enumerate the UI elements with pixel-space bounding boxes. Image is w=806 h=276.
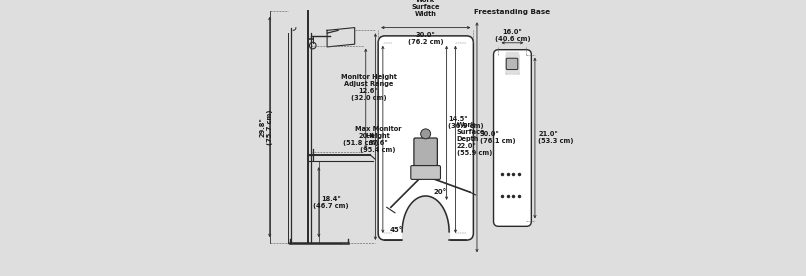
Text: 45°: 45° bbox=[389, 227, 403, 233]
Text: 14.5"
(36.9 cm): 14.5" (36.9 cm) bbox=[448, 116, 484, 129]
Text: 18.4"
(46.7 cm): 18.4" (46.7 cm) bbox=[314, 196, 349, 209]
Text: 30.0"
(76.2 cm): 30.0" (76.2 cm) bbox=[408, 32, 443, 45]
Polygon shape bbox=[505, 52, 518, 73]
Circle shape bbox=[421, 129, 430, 139]
FancyBboxPatch shape bbox=[493, 50, 531, 226]
Text: Max Monitor
Height
37.6"
(95.4 cm): Max Monitor Height 37.6" (95.4 cm) bbox=[355, 126, 401, 153]
Text: 30.0"
(76.1 cm): 30.0" (76.1 cm) bbox=[480, 131, 515, 144]
Text: 21.0"
(53.3 cm): 21.0" (53.3 cm) bbox=[538, 131, 574, 145]
Text: Monitor Height
Adjust Range
12.6"
(32.0 cm): Monitor Height Adjust Range 12.6" (32.0 … bbox=[341, 74, 397, 101]
Text: 16.0"
(40.6 cm): 16.0" (40.6 cm) bbox=[495, 29, 530, 43]
FancyBboxPatch shape bbox=[506, 58, 517, 70]
Text: Freestanding Base: Freestanding Base bbox=[474, 9, 550, 15]
FancyBboxPatch shape bbox=[414, 138, 438, 166]
FancyBboxPatch shape bbox=[411, 166, 440, 179]
FancyBboxPatch shape bbox=[378, 36, 473, 240]
Text: Work
Surface
Depth
22.0"
(55.9 cm): Work Surface Depth 22.0" (55.9 cm) bbox=[457, 122, 492, 156]
Text: 20.4"
(51.8 cm): 20.4" (51.8 cm) bbox=[343, 133, 379, 146]
Text: 20°: 20° bbox=[434, 189, 447, 195]
Text: Work
Surface
Width: Work Surface Width bbox=[411, 0, 440, 17]
Text: 29.8"
(75.7 cm): 29.8" (75.7 cm) bbox=[260, 109, 273, 145]
